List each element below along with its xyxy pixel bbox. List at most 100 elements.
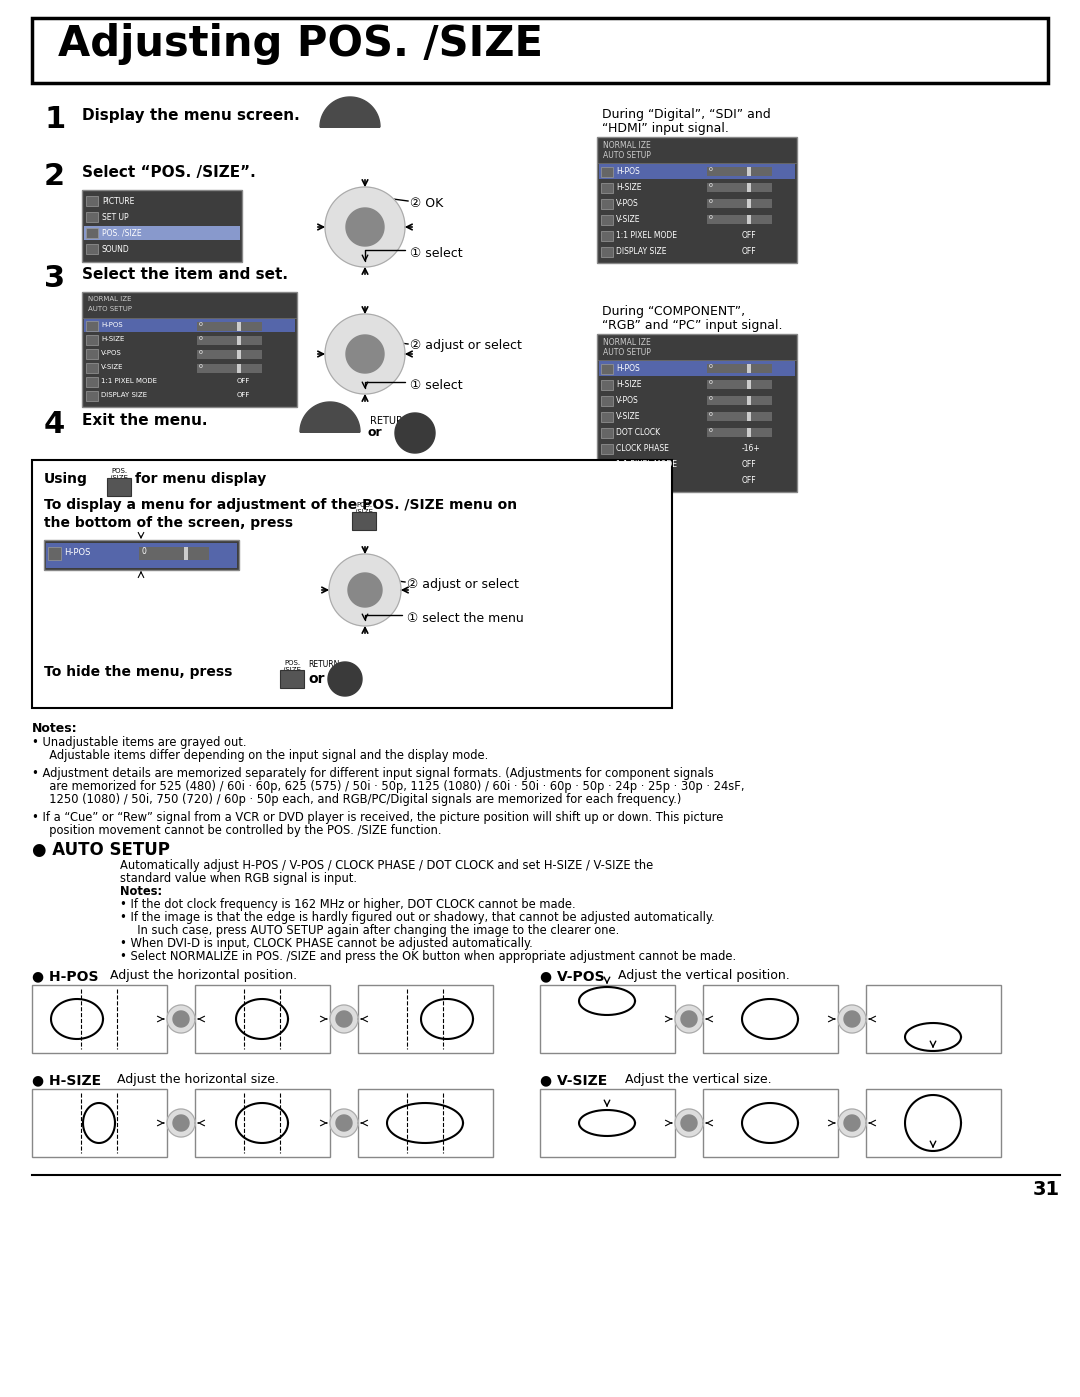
FancyBboxPatch shape bbox=[600, 231, 613, 242]
Text: standard value when RGB signal is input.: standard value when RGB signal is input. bbox=[120, 872, 357, 886]
Text: DOT CLOCK: DOT CLOCK bbox=[616, 427, 660, 437]
Text: ● H-POS: ● H-POS bbox=[32, 970, 98, 983]
Text: OK: OK bbox=[684, 1120, 694, 1126]
FancyBboxPatch shape bbox=[197, 351, 262, 359]
Text: OK: OK bbox=[176, 1120, 186, 1126]
Text: V-SIZE: V-SIZE bbox=[616, 412, 640, 420]
Text: ● AUTO SETUP: ● AUTO SETUP bbox=[32, 841, 170, 859]
FancyBboxPatch shape bbox=[599, 360, 795, 376]
Text: OFF: OFF bbox=[742, 476, 757, 485]
Polygon shape bbox=[320, 96, 380, 127]
Polygon shape bbox=[675, 1004, 703, 1032]
FancyBboxPatch shape bbox=[44, 541, 239, 570]
Text: Adjust the vertical size.: Adjust the vertical size. bbox=[625, 1073, 771, 1085]
Text: POS.
/SIZE: POS. /SIZE bbox=[355, 502, 373, 515]
FancyBboxPatch shape bbox=[600, 380, 613, 390]
Text: Select the item and set.: Select the item and set. bbox=[82, 267, 288, 282]
Text: AUTO SETUP: AUTO SETUP bbox=[87, 306, 132, 312]
FancyBboxPatch shape bbox=[197, 337, 262, 345]
Polygon shape bbox=[237, 1104, 288, 1143]
FancyBboxPatch shape bbox=[237, 337, 241, 345]
FancyBboxPatch shape bbox=[86, 212, 98, 222]
FancyBboxPatch shape bbox=[866, 1090, 1001, 1157]
Text: OFF: OFF bbox=[742, 247, 757, 256]
Text: OK: OK bbox=[356, 222, 374, 232]
Polygon shape bbox=[325, 314, 405, 394]
FancyBboxPatch shape bbox=[707, 198, 772, 208]
FancyBboxPatch shape bbox=[197, 365, 262, 373]
Text: OK: OK bbox=[847, 1120, 856, 1126]
Polygon shape bbox=[838, 1109, 866, 1137]
Text: To display a menu for adjustment of the POS. /SIZE menu on: To display a menu for adjustment of the … bbox=[44, 497, 517, 511]
FancyBboxPatch shape bbox=[84, 226, 240, 240]
FancyBboxPatch shape bbox=[86, 228, 98, 237]
Text: position movement cannot be controlled by the POS. /SIZE function.: position movement cannot be controlled b… bbox=[42, 824, 442, 837]
FancyBboxPatch shape bbox=[600, 395, 613, 407]
Text: V-POS: V-POS bbox=[616, 395, 638, 405]
Text: POS.
/SIZE: POS. /SIZE bbox=[110, 468, 129, 481]
Text: 31: 31 bbox=[1032, 1180, 1059, 1199]
Text: ● V-SIZE: ● V-SIZE bbox=[540, 1073, 607, 1087]
Text: H-POS: H-POS bbox=[64, 548, 91, 557]
Text: 1:1 PIXEL MODE: 1:1 PIXEL MODE bbox=[616, 231, 677, 240]
Text: ① select: ① select bbox=[410, 247, 462, 260]
FancyBboxPatch shape bbox=[86, 196, 98, 205]
Text: H-SIZE: H-SIZE bbox=[616, 183, 642, 191]
Text: ① select the menu: ① select the menu bbox=[407, 612, 524, 624]
Polygon shape bbox=[838, 1004, 866, 1032]
Text: • Select NORMALIZE in POS. /SIZE and press the OK button when appropriate adjust: • Select NORMALIZE in POS. /SIZE and pre… bbox=[120, 950, 737, 963]
FancyBboxPatch shape bbox=[357, 1090, 492, 1157]
Text: H-SIZE: H-SIZE bbox=[616, 380, 642, 388]
Text: Adjust the vertical position.: Adjust the vertical position. bbox=[618, 970, 789, 982]
FancyBboxPatch shape bbox=[600, 476, 613, 486]
FancyBboxPatch shape bbox=[597, 334, 797, 492]
Polygon shape bbox=[330, 1004, 357, 1032]
Polygon shape bbox=[167, 1109, 195, 1137]
Text: OFF: OFF bbox=[237, 379, 251, 384]
Text: 0: 0 bbox=[199, 365, 203, 369]
FancyBboxPatch shape bbox=[600, 460, 613, 469]
Text: ② adjust or select: ② adjust or select bbox=[407, 578, 518, 591]
Text: 0: 0 bbox=[708, 412, 713, 416]
Text: 0: 0 bbox=[708, 365, 713, 369]
FancyBboxPatch shape bbox=[600, 444, 613, 454]
Text: To hide the menu, press: To hide the menu, press bbox=[44, 665, 232, 679]
FancyBboxPatch shape bbox=[747, 215, 751, 224]
Polygon shape bbox=[51, 999, 103, 1039]
Polygon shape bbox=[843, 1011, 860, 1027]
Polygon shape bbox=[300, 402, 360, 432]
Text: Using: Using bbox=[44, 472, 87, 486]
Polygon shape bbox=[348, 573, 382, 608]
FancyBboxPatch shape bbox=[139, 548, 210, 560]
FancyBboxPatch shape bbox=[86, 321, 98, 331]
Text: DISPLAY SIZE: DISPLAY SIZE bbox=[102, 393, 147, 398]
Text: V-SIZE: V-SIZE bbox=[616, 215, 640, 224]
Text: OK: OK bbox=[356, 585, 374, 595]
FancyBboxPatch shape bbox=[86, 244, 98, 254]
Text: OK: OK bbox=[847, 1016, 856, 1023]
Text: In such case, press AUTO SETUP again after changing the image to the clearer one: In such case, press AUTO SETUP again aft… bbox=[130, 923, 619, 937]
FancyBboxPatch shape bbox=[747, 365, 751, 373]
FancyBboxPatch shape bbox=[86, 363, 98, 373]
Text: 4: 4 bbox=[44, 409, 65, 439]
Polygon shape bbox=[681, 1011, 697, 1027]
Polygon shape bbox=[395, 414, 435, 453]
FancyBboxPatch shape bbox=[46, 543, 237, 569]
FancyBboxPatch shape bbox=[599, 163, 795, 179]
Polygon shape bbox=[387, 1104, 463, 1143]
Text: -16+: -16+ bbox=[742, 444, 760, 453]
FancyBboxPatch shape bbox=[195, 1090, 330, 1157]
Text: or: or bbox=[368, 426, 382, 439]
Text: 0: 0 bbox=[141, 548, 146, 556]
Polygon shape bbox=[328, 662, 362, 696]
FancyBboxPatch shape bbox=[703, 1090, 838, 1157]
FancyBboxPatch shape bbox=[703, 985, 838, 1053]
Text: Display the menu screen.: Display the menu screen. bbox=[82, 108, 300, 123]
FancyBboxPatch shape bbox=[600, 168, 613, 177]
Polygon shape bbox=[237, 999, 288, 1039]
Polygon shape bbox=[579, 1111, 635, 1136]
Text: Automatically adjust H-POS / V-POS / CLOCK PHASE / DOT CLOCK and set H-SIZE / V-: Automatically adjust H-POS / V-POS / CLO… bbox=[120, 859, 653, 872]
FancyBboxPatch shape bbox=[600, 198, 613, 210]
FancyBboxPatch shape bbox=[86, 391, 98, 401]
Polygon shape bbox=[167, 1004, 195, 1032]
